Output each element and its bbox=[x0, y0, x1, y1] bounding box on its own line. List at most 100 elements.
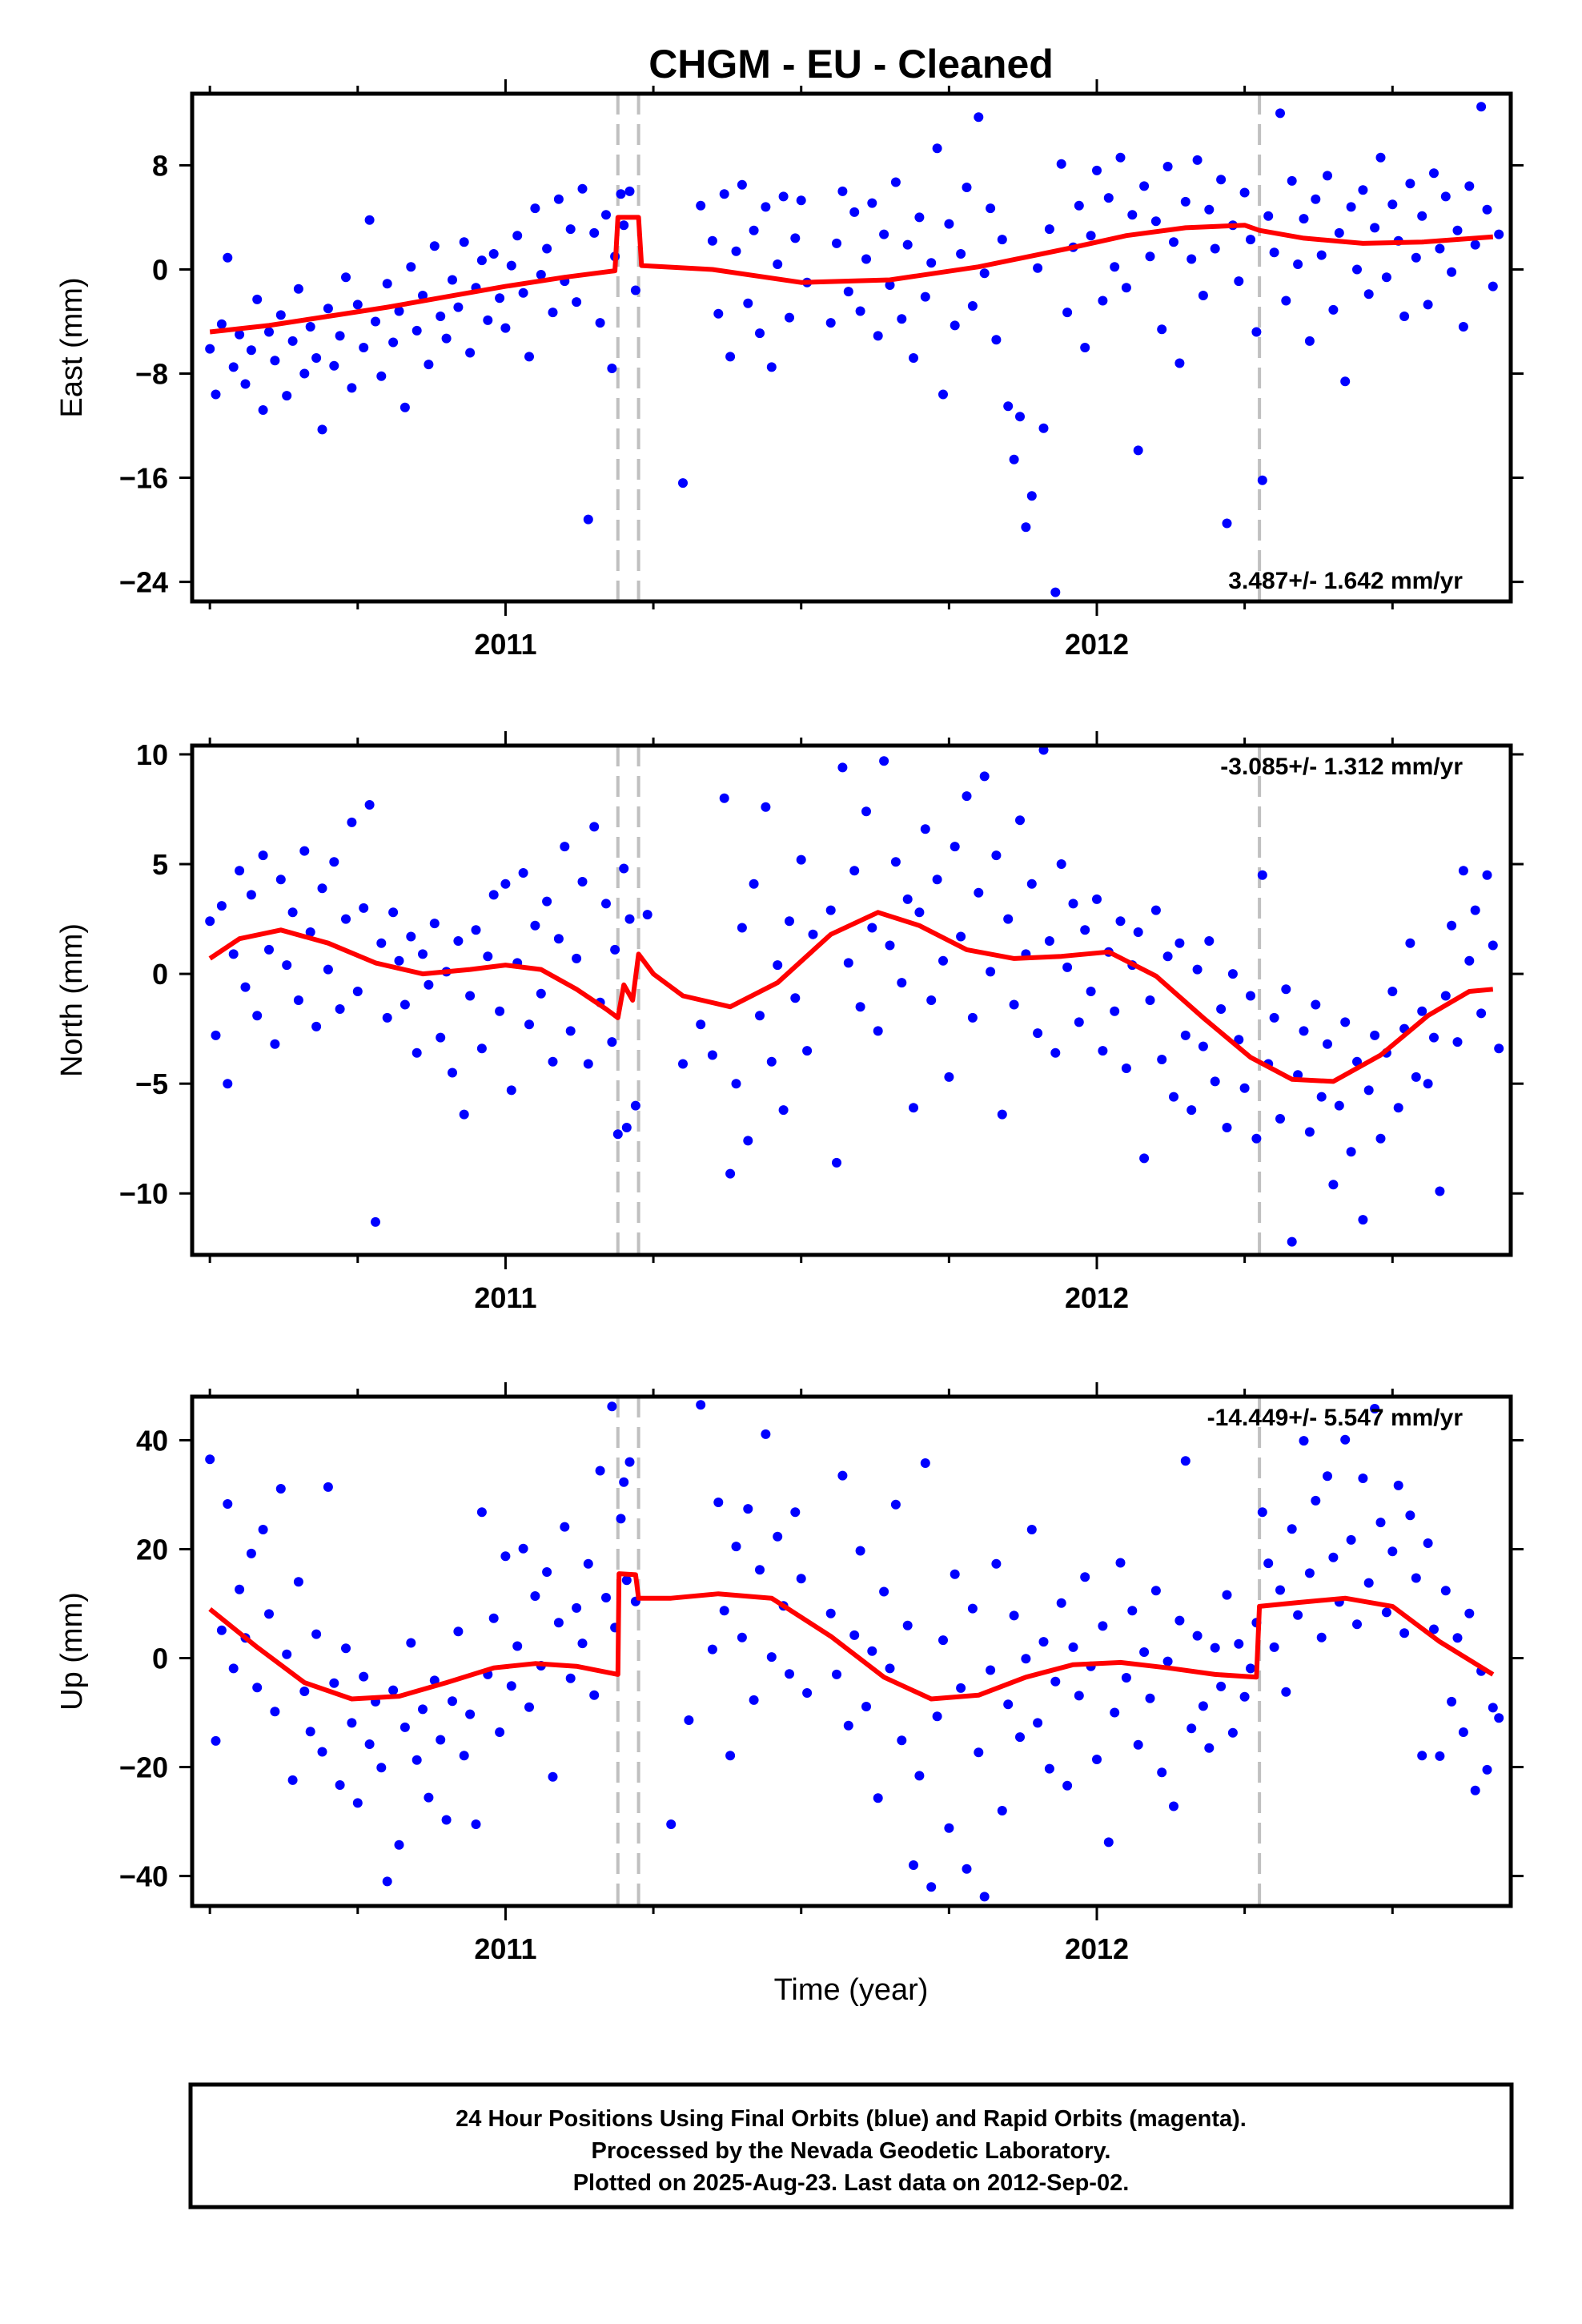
data-point bbox=[1464, 181, 1475, 191]
data-point bbox=[1375, 1133, 1386, 1144]
data-point bbox=[879, 229, 889, 239]
y-tick-label: −20 bbox=[119, 1751, 168, 1784]
data-point bbox=[258, 850, 268, 861]
y-tick-label: 0 bbox=[152, 1642, 168, 1675]
data-point bbox=[553, 194, 564, 204]
data-point bbox=[1323, 171, 1332, 181]
data-point bbox=[1210, 243, 1220, 254]
model-fit-line bbox=[208, 910, 1494, 1084]
data-point bbox=[406, 931, 416, 942]
data-point bbox=[755, 1011, 765, 1021]
data-point bbox=[335, 1780, 345, 1790]
data-point bbox=[524, 352, 534, 362]
data-point bbox=[666, 1819, 677, 1829]
data-point bbox=[1216, 1681, 1227, 1691]
data-point bbox=[1210, 1642, 1220, 1653]
data-point bbox=[311, 1629, 322, 1639]
data-point bbox=[246, 345, 256, 356]
y-tick-label: −10 bbox=[119, 1177, 168, 1210]
data-point bbox=[299, 1687, 310, 1696]
data-point bbox=[1316, 1632, 1327, 1642]
data-point bbox=[1198, 1041, 1208, 1051]
data-point bbox=[979, 771, 990, 782]
data-point bbox=[932, 143, 942, 154]
y-axis-label: East (mm) bbox=[55, 277, 89, 417]
data-point bbox=[761, 202, 771, 212]
data-point bbox=[825, 318, 836, 328]
y-tick-label: −8 bbox=[135, 358, 168, 391]
data-point bbox=[773, 259, 783, 269]
data-point bbox=[542, 243, 552, 254]
east-panel: 2011 2012 −24 −16 −8 0 8 East (mm) 3.487+/- 1.64… bbox=[55, 79, 1524, 661]
data-point bbox=[506, 260, 516, 271]
data-point bbox=[560, 1522, 570, 1532]
data-point bbox=[624, 186, 635, 196]
data-point bbox=[1003, 401, 1014, 412]
data-point bbox=[282, 391, 292, 401]
data-point bbox=[359, 343, 369, 352]
data-point bbox=[483, 315, 493, 325]
data-point bbox=[424, 979, 434, 990]
data-point bbox=[436, 1032, 446, 1043]
data-point bbox=[246, 890, 256, 900]
data-point bbox=[837, 1470, 848, 1481]
data-point bbox=[950, 320, 960, 331]
data-point bbox=[530, 1591, 540, 1601]
data-point bbox=[500, 879, 511, 889]
data-point bbox=[1157, 1767, 1167, 1778]
data-point bbox=[1476, 102, 1487, 112]
data-point bbox=[1447, 920, 1457, 931]
points-group bbox=[205, 1400, 1504, 1902]
data-point bbox=[1375, 1518, 1386, 1528]
data-point bbox=[524, 1702, 534, 1712]
data-point bbox=[211, 1735, 221, 1746]
data-point bbox=[287, 336, 298, 346]
data-point bbox=[932, 875, 942, 885]
data-point bbox=[986, 1665, 996, 1675]
data-point bbox=[1299, 214, 1309, 224]
data-point bbox=[1198, 291, 1208, 300]
data-point bbox=[1352, 1619, 1362, 1630]
data-point bbox=[926, 258, 937, 268]
data-point bbox=[1323, 1471, 1332, 1482]
data-point bbox=[843, 1720, 853, 1731]
data-point bbox=[1150, 216, 1161, 227]
data-point bbox=[962, 183, 972, 192]
data-point bbox=[1068, 899, 1078, 909]
x-tick-label: 2011 bbox=[474, 628, 536, 661]
data-point bbox=[1452, 225, 1463, 235]
data-point bbox=[974, 887, 984, 898]
data-point bbox=[890, 857, 901, 867]
data-point bbox=[607, 1037, 617, 1047]
data-point bbox=[335, 1004, 345, 1014]
data-point bbox=[1246, 235, 1255, 245]
data-point bbox=[832, 1157, 841, 1168]
data-point bbox=[1110, 1006, 1120, 1016]
data-point bbox=[1358, 1215, 1368, 1225]
data-point bbox=[885, 1663, 895, 1674]
data-point bbox=[1488, 940, 1498, 951]
data-point bbox=[1464, 1608, 1475, 1618]
data-point bbox=[329, 857, 339, 867]
data-point bbox=[885, 940, 895, 951]
data-point bbox=[323, 304, 333, 314]
data-point bbox=[1328, 1552, 1339, 1562]
data-point bbox=[589, 1690, 600, 1700]
data-point bbox=[235, 1584, 245, 1594]
data-point bbox=[1044, 224, 1054, 235]
data-point bbox=[1370, 1404, 1380, 1413]
data-point bbox=[737, 923, 747, 933]
data-point bbox=[938, 389, 948, 400]
data-point bbox=[1346, 1534, 1356, 1545]
data-point bbox=[1174, 938, 1185, 948]
plot-frame bbox=[190, 91, 1513, 604]
data-point bbox=[837, 186, 848, 196]
data-point bbox=[1352, 1056, 1362, 1067]
data-point bbox=[997, 1109, 1007, 1120]
data-point bbox=[400, 402, 410, 412]
data-point bbox=[1198, 1701, 1208, 1711]
data-point bbox=[719, 793, 729, 803]
data-point bbox=[914, 907, 925, 918]
data-point bbox=[696, 1019, 706, 1030]
data-point bbox=[855, 306, 865, 316]
